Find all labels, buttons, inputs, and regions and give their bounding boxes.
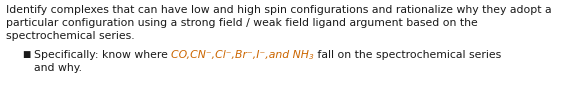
Text: fall on the spectrochemical series: fall on the spectrochemical series <box>314 50 501 60</box>
Text: spectrochemical series.: spectrochemical series. <box>6 31 135 41</box>
Text: Specifically: know where: Specifically: know where <box>34 50 171 60</box>
Text: particular configuration using a strong field / weak field ligand argument based: particular configuration using a strong … <box>6 18 478 28</box>
Text: CO,CN⁻,Cl⁻,Br⁻,I⁻,and NH: CO,CN⁻,Cl⁻,Br⁻,I⁻,and NH <box>171 50 309 60</box>
Text: ■: ■ <box>22 50 30 59</box>
Text: Identify complexes that can have low and high spin configurations and rationaliz: Identify complexes that can have low and… <box>6 5 552 15</box>
Text: and why.: and why. <box>34 63 82 73</box>
Text: 3: 3 <box>309 54 314 60</box>
